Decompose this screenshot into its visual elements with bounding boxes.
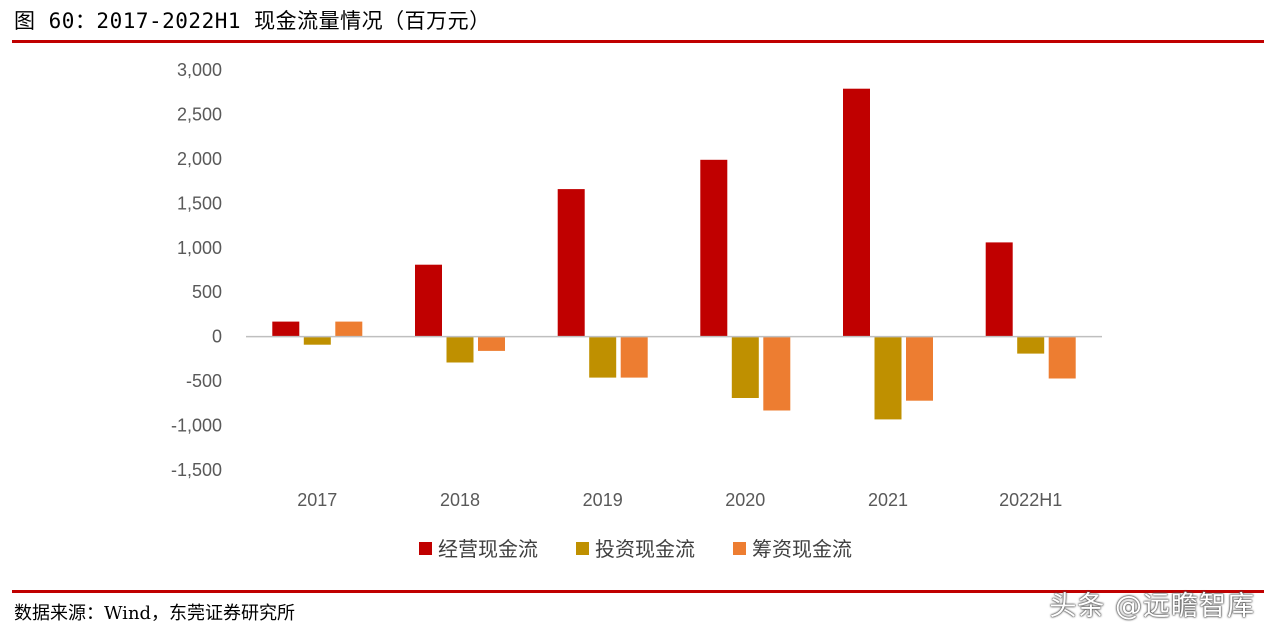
x-tick-label: 2021 <box>868 490 908 510</box>
source-note: 数据来源：Wind，东莞证券研究所 <box>14 603 296 624</box>
bar-2022H1-series-1 <box>985 242 1013 337</box>
bar-2021-series-3 <box>906 336 933 401</box>
y-tick-label: 0 <box>212 327 222 347</box>
bar-2017-series-2 <box>303 336 331 345</box>
legend-label: 投资现金流 <box>595 537 695 561</box>
y-tick-label: 1,000 <box>177 238 222 258</box>
y-tick-label: 2,500 <box>177 104 222 124</box>
y-tick-label: 500 <box>192 282 222 302</box>
y-axis-ticks: 3,000 2,500 2,000 1,500 1,000 500 0 -500 -1,000 -… <box>171 60 222 480</box>
y-tick-label: 1,500 <box>177 193 222 213</box>
title-divider <box>12 40 1264 43</box>
x-tick-label: 2017 <box>297 490 337 510</box>
legend-swatch <box>419 542 432 555</box>
bars <box>272 88 1076 420</box>
x-tick-label: 2018 <box>440 490 480 510</box>
bar-2019-series-2 <box>589 336 617 378</box>
cash-flow-bar-chart: 3,000 2,500 2,000 1,500 1,000 500 0 -500 -1,000 -… <box>171 60 1102 561</box>
x-tick-label: 2020 <box>725 490 765 510</box>
x-tick-label: 2022H1 <box>999 490 1062 510</box>
y-tick-label: 3,000 <box>177 60 222 80</box>
x-tick-label: 2019 <box>583 490 623 510</box>
bar-2022H1-series-3 <box>1048 336 1076 379</box>
bar-2019-series-1 <box>557 189 585 337</box>
bar-2021-series-2 <box>874 336 902 420</box>
bar-2019-series-3 <box>620 336 648 378</box>
y-tick-label: -1,000 <box>171 416 222 436</box>
legend: 经营现金流 投资现金流 筹资现金流 <box>419 537 852 561</box>
bar-2017-series-3 <box>335 321 363 337</box>
bar-2020-series-2 <box>731 336 759 398</box>
bar-2021-series-1 <box>843 88 870 337</box>
bar-2018-series-2 <box>446 336 474 363</box>
legend-swatch <box>576 542 589 555</box>
bar-2020-series-1 <box>700 159 728 337</box>
y-tick-label: -1,500 <box>171 460 222 480</box>
bar-2018-series-1 <box>415 264 442 337</box>
x-axis-ticks: 2017 2018 2019 2020 2021 2022H1 <box>297 490 1062 510</box>
legend-label: 筹资现金流 <box>752 537 852 561</box>
legend-swatch <box>733 542 746 555</box>
bar-2020-series-3 <box>763 336 791 411</box>
footer-divider <box>12 590 1264 593</box>
bar-2018-series-3 <box>478 336 505 351</box>
y-tick-label: -500 <box>186 371 222 391</box>
legend-label: 经营现金流 <box>438 537 538 561</box>
y-tick-label: 2,000 <box>177 149 222 169</box>
figure-title: 图 60：2017-2022H1 现金流量情况（百万元） <box>14 9 491 33</box>
bar-2022H1-series-2 <box>1017 336 1045 354</box>
watermark: 头条 @远瞻智库 <box>1049 591 1255 622</box>
bar-2017-series-1 <box>272 321 300 337</box>
